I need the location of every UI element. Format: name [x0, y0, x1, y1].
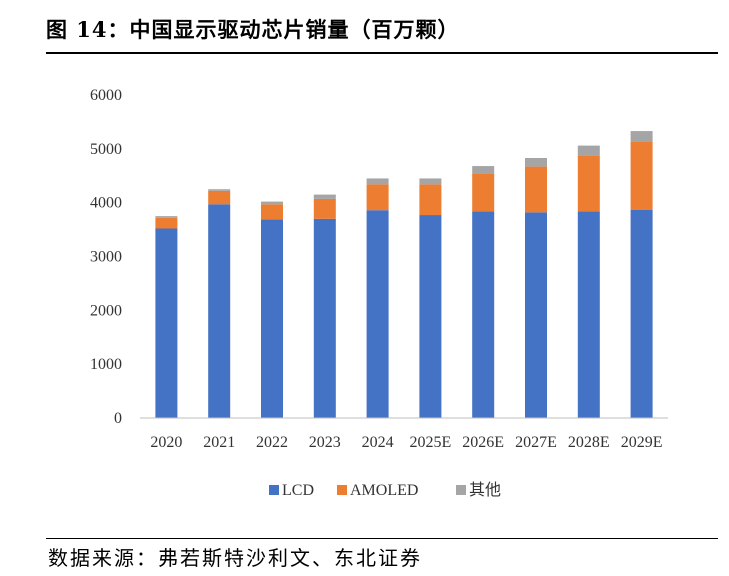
x-tick-label: 2026E [462, 434, 504, 451]
bar-AMOLED-2020 [155, 217, 178, 229]
bar-LCD-2023 [313, 218, 336, 418]
bar-LCD-2021 [208, 204, 231, 418]
bar-其他-2024 [366, 178, 389, 185]
bar-AMOLED-2027E [525, 166, 547, 213]
y-tick-label: 1000 [90, 356, 122, 373]
y-tick-label: 5000 [90, 141, 122, 158]
y-axis-ticks: 0 1000 2000 3000 4000 5000 6000 [90, 87, 122, 427]
bar-其他-2020 [155, 216, 178, 218]
y-tick-label: 6000 [90, 87, 122, 104]
bar-LCD-2027E [525, 212, 547, 418]
x-tick-label: 2022 [256, 434, 288, 451]
bar-series [155, 131, 653, 418]
x-tick-label: 2023 [309, 434, 341, 451]
bar-其他-2028E [577, 145, 600, 156]
x-tick-label: 2021 [203, 434, 235, 451]
bar-LCD-2029E [630, 209, 653, 418]
bar-LCD-2022 [261, 219, 283, 418]
legend-swatch-LCD [269, 485, 279, 495]
legend-swatch-其他 [456, 485, 466, 495]
bar-其他-2025E [419, 178, 442, 185]
x-tick-label: 2027E [515, 434, 557, 451]
bar-AMOLED-2026E [472, 173, 495, 212]
bar-AMOLED-2028E [577, 155, 600, 212]
legend-label: AMOLED [350, 482, 418, 499]
x-tick-label: 2029E [621, 434, 663, 451]
bar-其他-2026E [472, 166, 495, 174]
bar-其他-2021 [208, 189, 231, 191]
bar-LCD-2025E [419, 215, 442, 418]
legend: LCD AMOLED 其他 [269, 481, 501, 499]
x-axis-ticks: 2020 2021 2022 2023 2024 2025E 2026E 2027E 2028E… [150, 434, 662, 451]
y-tick-label: 0 [114, 410, 122, 427]
x-tick-label: 2028E [568, 434, 610, 451]
bar-其他-2023 [313, 194, 336, 199]
legend-label: 其他 [469, 481, 501, 499]
bar-其他-2027E [525, 157, 547, 167]
bar-AMOLED-2022 [261, 204, 283, 220]
y-tick-label: 2000 [90, 302, 122, 319]
bar-AMOLED-2023 [313, 198, 336, 219]
y-tick-label: 3000 [90, 249, 122, 266]
bar-AMOLED-2025E [419, 184, 442, 216]
chart-title: 图 14：中国显示驱动芯片销量（百万颗） [46, 17, 460, 42]
bar-AMOLED-2024 [366, 184, 389, 211]
bar-其他-2022 [261, 201, 283, 205]
source-divider [46, 538, 718, 539]
bar-AMOLED-2021 [208, 190, 231, 205]
x-tick-label: 2025E [410, 434, 452, 451]
title-divider [46, 52, 718, 54]
x-tick-label: 2024 [362, 434, 394, 451]
legend-label: LCD [282, 482, 314, 499]
bar-LCD-2020 [155, 228, 178, 418]
source-note: 数据来源：弗若斯特沙利文、东北证券 [48, 546, 422, 570]
bar-AMOLED-2029E [630, 141, 653, 210]
legend-swatch-AMOLED [337, 485, 347, 495]
bar-LCD-2028E [577, 211, 600, 418]
bar-其他-2029E [630, 131, 653, 142]
bar-LCD-2026E [472, 211, 495, 418]
x-tick-label: 2020 [150, 434, 182, 451]
bar-LCD-2024 [366, 210, 389, 418]
y-tick-label: 4000 [90, 195, 122, 212]
